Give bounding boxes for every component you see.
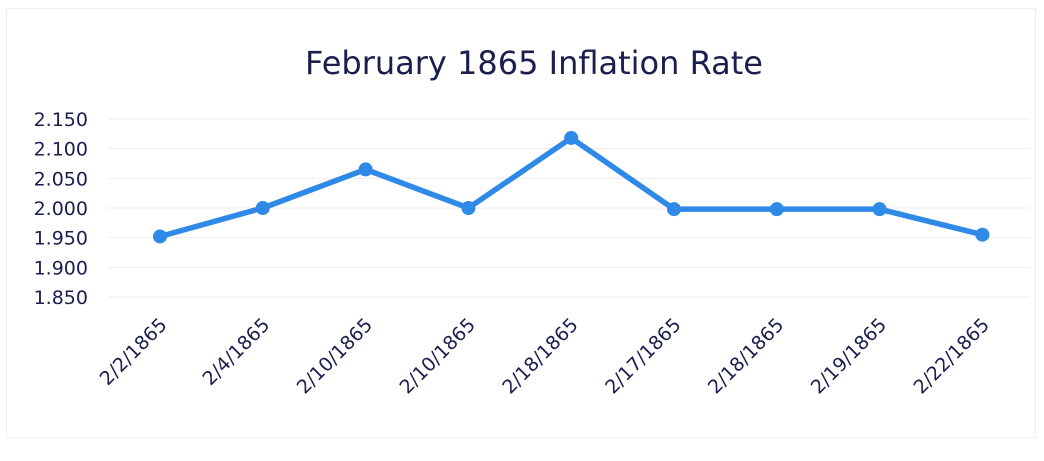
gridlines (108, 118, 1030, 298)
series-line (157, 135, 986, 240)
series-layer (153, 130, 990, 244)
data-point (461, 201, 476, 215)
x-tick-label: 2/18/1865 (498, 314, 582, 398)
x-tick-label: 2/4/1865 (198, 314, 274, 390)
data-point (153, 229, 167, 244)
y-tick-label: 2.000 (34, 198, 88, 220)
y-tick-label: 2.100 (34, 139, 88, 161)
data-point (975, 227, 990, 242)
data-point (872, 202, 887, 217)
y-tick-label: 1.900 (34, 257, 88, 279)
y-tick-label: 2.050 (34, 168, 88, 190)
x-tick-label: 2/2/1865 (96, 314, 172, 390)
data-point (667, 202, 681, 217)
y-tick-label: 2.150 (34, 109, 88, 131)
data-point (564, 130, 579, 145)
x-tick-label: 2/10/1865 (293, 314, 377, 398)
data-point (255, 201, 270, 215)
chart-frame (6, 8, 1036, 438)
x-tick-label: 2/18/1865 (704, 314, 788, 398)
x-tick-label: 2/22/1865 (909, 314, 993, 398)
data-point (358, 162, 373, 177)
y-axis-ticks: 1.850 1.900 1.950 2.000 2.050 2.100 2.150 (34, 109, 88, 309)
x-tick-label: 2/19/1865 (807, 314, 891, 398)
y-tick-label: 1.950 (34, 228, 88, 250)
x-tick-label: 2/17/1865 (601, 314, 685, 398)
chart-title: February 1865 Inflation Rate (305, 44, 763, 82)
data-point (769, 202, 784, 217)
x-tick-label: 2/10/1865 (395, 314, 479, 398)
y-tick-label: 1.850 (34, 287, 88, 309)
x-axis-ticks: 2/2/1865 2/4/1865 2/10/1865 2/10/1865 2/18/1… (96, 314, 994, 398)
